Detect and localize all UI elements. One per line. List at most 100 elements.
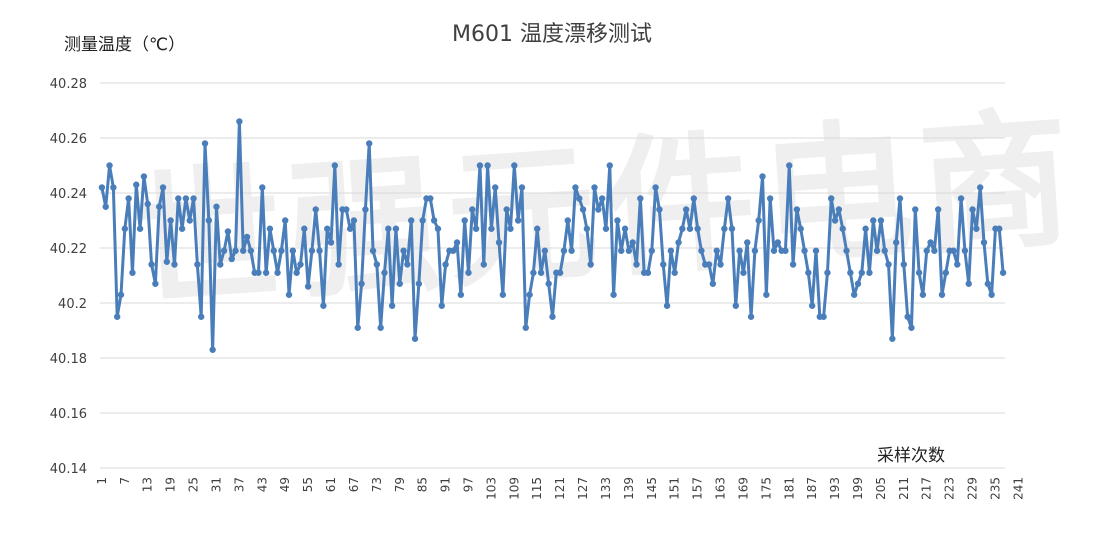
data-point xyxy=(155,203,163,210)
data-point xyxy=(152,280,159,287)
data-point xyxy=(346,225,354,232)
data-point xyxy=(896,195,904,202)
data-point xyxy=(663,302,671,309)
x-tick-label: 187 xyxy=(805,477,819,500)
data-point xyxy=(369,247,377,254)
data-point xyxy=(660,261,667,268)
data-point xyxy=(197,313,205,320)
y-axis-label: 测量温度（℃） xyxy=(64,35,186,55)
data-point xyxy=(976,184,984,191)
data-point xyxy=(262,269,270,276)
data-point xyxy=(610,291,617,298)
data-point xyxy=(282,217,289,224)
x-tick-label: 229 xyxy=(966,477,980,500)
data-point xyxy=(507,225,514,232)
x-tick-label: 103 xyxy=(484,477,498,500)
data-point xyxy=(453,239,461,246)
data-point xyxy=(862,225,869,232)
data-point xyxy=(965,280,972,287)
data-point xyxy=(171,261,178,268)
data-point xyxy=(606,162,613,169)
data-point xyxy=(503,206,510,213)
data-point xyxy=(797,225,804,232)
data-point xyxy=(850,291,858,298)
x-tick-label: 31 xyxy=(209,477,223,492)
data-point xyxy=(954,261,961,268)
data-point xyxy=(912,206,919,213)
data-point xyxy=(923,247,930,254)
data-point xyxy=(461,217,468,224)
data-point xyxy=(625,247,633,254)
data-point xyxy=(285,291,293,298)
data-point xyxy=(793,206,801,213)
x-axis-label: 采样次数 xyxy=(877,446,945,466)
data-point xyxy=(534,225,541,232)
data-point xyxy=(576,195,583,202)
data-point xyxy=(255,269,262,276)
data-point xyxy=(301,225,308,232)
data-point xyxy=(705,261,713,268)
data-point xyxy=(908,324,915,331)
x-tick-label: 139 xyxy=(622,477,636,500)
data-point xyxy=(682,206,690,213)
data-point xyxy=(828,195,835,202)
data-point xyxy=(675,239,682,246)
x-tick-label: 1 xyxy=(95,477,109,485)
data-point xyxy=(469,206,476,213)
data-point xyxy=(350,217,358,224)
data-point xyxy=(228,255,235,263)
data-point xyxy=(102,203,109,210)
data-point xyxy=(312,206,319,213)
x-tick-label: 43 xyxy=(255,477,269,492)
data-point xyxy=(476,162,484,169)
data-point xyxy=(499,291,507,298)
data-point xyxy=(381,269,388,276)
data-point xyxy=(465,269,472,276)
data-point xyxy=(621,225,629,232)
data-point xyxy=(915,269,923,276)
data-point xyxy=(125,195,132,202)
data-point xyxy=(763,291,770,298)
data-point xyxy=(724,195,732,202)
data-point xyxy=(572,184,579,191)
data-point xyxy=(873,247,881,254)
y-tick-label: 40.22 xyxy=(50,242,87,257)
x-tick-label: 121 xyxy=(553,477,567,500)
data-point xyxy=(721,225,728,232)
data-point xyxy=(270,247,277,254)
x-tick-label: 79 xyxy=(393,477,407,492)
data-point xyxy=(182,195,190,202)
data-point xyxy=(614,217,621,224)
data-point xyxy=(900,261,908,268)
data-point xyxy=(805,269,812,276)
x-tick-label: 157 xyxy=(691,477,705,500)
data-point xyxy=(751,247,759,254)
x-tick-label: 175 xyxy=(759,477,773,500)
data-point xyxy=(759,173,766,180)
data-point xyxy=(297,261,304,268)
data-point xyxy=(885,261,892,268)
x-tick-label: 73 xyxy=(370,477,384,492)
data-point xyxy=(526,291,533,298)
data-point xyxy=(549,313,556,320)
data-point xyxy=(243,233,251,241)
data-point xyxy=(133,181,140,188)
data-point xyxy=(560,247,568,254)
data-point xyxy=(938,291,946,298)
data-point xyxy=(801,247,808,254)
data-point xyxy=(812,247,820,254)
data-point xyxy=(488,225,495,232)
data-point xyxy=(136,225,144,232)
data-point xyxy=(633,261,640,268)
data-point xyxy=(392,225,400,232)
data-point xyxy=(996,225,1003,232)
data-point xyxy=(950,247,957,254)
data-point xyxy=(324,225,331,232)
data-point xyxy=(163,258,171,265)
data-point xyxy=(396,280,403,287)
data-point xyxy=(472,225,480,232)
data-point xyxy=(148,261,155,268)
y-tick-label: 40.2 xyxy=(58,297,87,312)
data-point xyxy=(220,247,228,254)
